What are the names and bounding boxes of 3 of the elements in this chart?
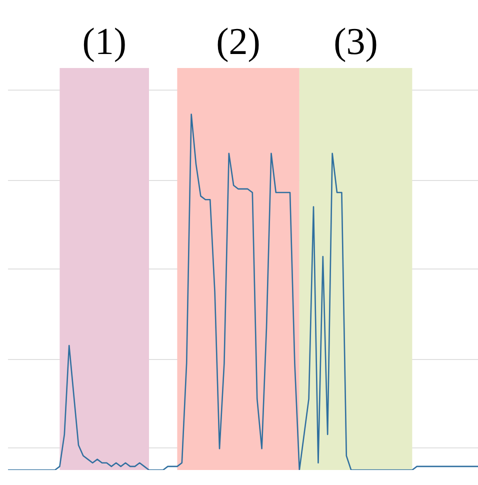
text: (3) [334,21,378,63]
text: (2) [216,21,260,63]
text: (1) [82,21,127,63]
